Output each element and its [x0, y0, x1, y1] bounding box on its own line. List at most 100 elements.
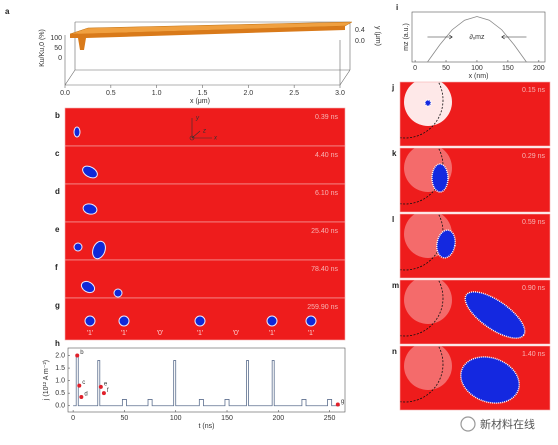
x-tick-label: 0	[413, 65, 417, 72]
y-tick-label: 1.5	[55, 365, 65, 372]
x-tick-label: 200	[272, 415, 284, 422]
x-tick-label: 3.0	[335, 90, 345, 97]
snapshot-strip	[64, 221, 346, 261]
panel-label: k	[392, 149, 397, 158]
y-tick-label: 0.0	[55, 403, 65, 410]
skyrmion	[431, 163, 449, 193]
skyrmion	[436, 229, 456, 259]
bit-label: '1'	[269, 330, 276, 337]
zoom-panel	[400, 82, 550, 146]
x-axis-label: t (ns)	[199, 423, 215, 430]
y-tick-label: 1.0	[55, 377, 65, 384]
snapshot-strip	[64, 107, 346, 147]
annotation: ∂ₓmz	[469, 34, 485, 41]
axis-letter: y	[195, 116, 200, 122]
zoom-time: 0.15 ns	[522, 87, 545, 94]
state-point	[77, 383, 82, 388]
x-tick-label: 2.0	[243, 90, 253, 97]
zoom-time: 0.29 ns	[522, 153, 545, 160]
y-tick-label: 2.0	[55, 352, 65, 359]
point-label: c	[82, 380, 85, 386]
panel-label: n	[392, 347, 397, 356]
point-label: d	[84, 392, 87, 398]
plot-frame	[67, 347, 346, 413]
skyrmion	[266, 315, 278, 327]
snapshot-strip	[64, 259, 346, 299]
x-axis-label: x (μm)	[190, 98, 210, 105]
snapshot-time: 78.40 ns	[311, 266, 338, 273]
skyrmion	[84, 315, 96, 327]
x-tick-label: 1.0	[152, 90, 162, 97]
x-tick-label: 150	[221, 415, 233, 422]
zoom-border	[399, 213, 551, 279]
skyrmion	[424, 99, 432, 107]
x-tick-label: 0.0	[60, 90, 70, 97]
x-tick-label: 200	[533, 65, 545, 72]
panel-label: e	[55, 225, 60, 234]
x-tick-label: 0.5	[106, 90, 116, 97]
skyrmion	[113, 288, 123, 298]
zoom-time: 0.59 ns	[522, 219, 545, 226]
heat-spot	[404, 280, 452, 324]
bit-label: '1'	[197, 330, 204, 337]
z-tick-label: 0.4	[355, 27, 365, 34]
zoom-border	[399, 81, 551, 147]
bit-label: '0'	[233, 330, 240, 337]
panel-label: l	[392, 215, 394, 224]
x-tick-label: 150	[502, 65, 514, 72]
snapshot-time: 0.39 ns	[315, 114, 338, 121]
zoom-panel	[400, 346, 550, 410]
state-point	[101, 391, 106, 396]
skyrmion	[92, 240, 106, 260]
x-tick-label: 2.5	[289, 90, 299, 97]
panel-label: d	[55, 187, 60, 196]
watermark-icon	[460, 416, 476, 432]
y-tick-label: 100	[50, 35, 62, 42]
panel-label: m	[392, 281, 399, 290]
axes-glyph	[191, 118, 212, 139]
skyrmion	[73, 242, 83, 252]
nanocontact	[400, 82, 444, 139]
skyrmion	[80, 280, 96, 294]
panel-label: b	[55, 111, 60, 120]
nanocontact	[400, 280, 444, 337]
panel-label: a	[5, 7, 10, 16]
point-label: f	[107, 388, 109, 394]
bit-label: '1'	[308, 330, 315, 337]
x-axis-label: x (nm)	[469, 73, 489, 80]
zoom-border	[399, 345, 551, 411]
y-tick-label: 50	[54, 45, 62, 52]
snapshot-strip	[64, 183, 346, 223]
heat-spot	[404, 346, 452, 390]
zoom-border	[399, 147, 551, 213]
zoom-bg	[400, 214, 550, 278]
bit-label: '1'	[87, 330, 94, 337]
x-tick-label: 1.5	[198, 90, 208, 97]
skyrmion	[73, 126, 81, 138]
skyrmion	[305, 315, 317, 327]
skyrmion	[82, 203, 98, 215]
snapshot-time: 6.10 ns	[315, 190, 338, 197]
plot-frame	[411, 11, 546, 63]
snapshot-time: 4.40 ns	[315, 152, 338, 159]
skyrmion	[464, 291, 526, 339]
point-label: g	[341, 399, 344, 405]
y-tick-label: 0.5	[55, 390, 65, 397]
skyrmion	[194, 315, 206, 327]
snapshot-strip	[64, 145, 346, 185]
state-point	[335, 402, 340, 407]
x-tick-label: 0	[71, 415, 75, 422]
watermark: 新材料在线	[480, 417, 535, 431]
y-tick-label: 0	[58, 55, 62, 62]
y-axis-label: j (10¹² A m⁻²)	[43, 360, 50, 401]
point-label: b	[80, 350, 84, 356]
axes-origin	[189, 135, 195, 141]
z-tick-label: 0.0	[355, 38, 365, 45]
panel-label: i	[396, 3, 398, 12]
zoom-border	[399, 279, 551, 345]
state-point	[98, 384, 103, 389]
axis-letter: z	[202, 129, 206, 135]
x-tick-label: 100	[170, 415, 182, 422]
